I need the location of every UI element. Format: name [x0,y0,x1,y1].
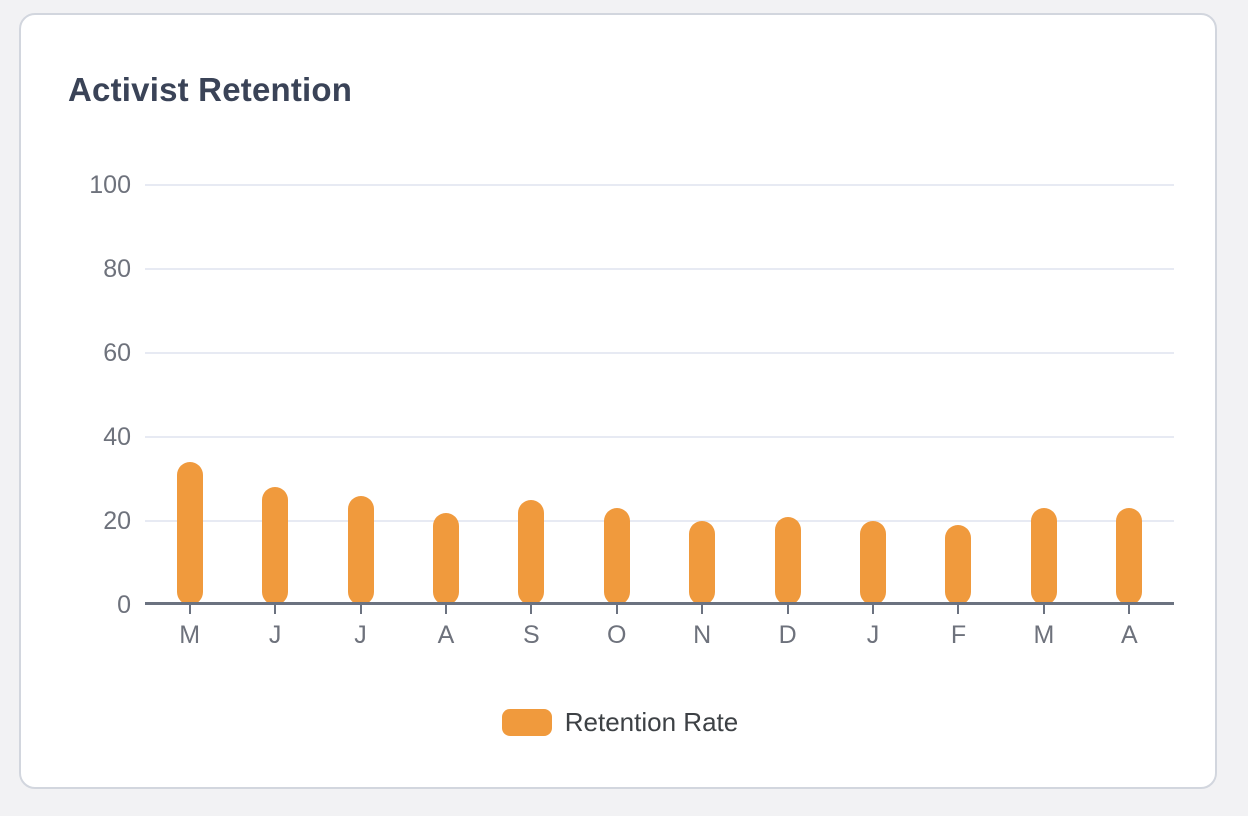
x-axis-tick-11 [1042,605,1045,614]
x-axis-label-11-M: M [1033,621,1055,649]
bar-10-F[interactable] [945,525,972,605]
chart-legend: Retention Rate [21,707,1219,738]
gridline-40 [145,436,1174,438]
bar-7-N[interactable] [689,521,716,605]
gridline-20 [145,520,1174,522]
x-axis-tick-7 [701,605,704,614]
y-axis-label-100: 100 [89,171,131,199]
legend-swatch-icon [501,709,552,736]
x-axis-label-3-J: J [354,621,367,649]
y-axis-label-40: 40 [103,423,131,451]
x-axis-label-5-S: S [523,621,540,649]
bar-9-J[interactable] [860,521,887,605]
bar-3-J[interactable] [347,495,374,605]
x-axis-label-8-D: D [778,621,797,649]
x-axis-tick-1 [188,605,191,614]
x-axis-tick-5 [530,605,533,614]
bar-11-M[interactable] [1030,508,1057,605]
gridline-60 [145,352,1174,354]
x-axis-line [145,602,1174,605]
x-axis-label-12-A: A [1120,621,1138,649]
bar-2-J[interactable] [262,487,289,605]
x-axis-label-7-N: N [693,621,712,649]
bar-5-S[interactable] [518,500,545,605]
x-axis-tick-12 [1128,605,1131,614]
plot-area [145,184,1174,605]
bar-1-M[interactable] [176,462,203,605]
x-axis-label-1-M: M [179,621,201,649]
x-axis-tick-2 [274,605,277,614]
x-axis-label-2-J: J [268,621,282,649]
legend-item-retention-rate[interactable]: Retention Rate [501,707,739,738]
bar-12-A[interactable] [1116,508,1143,605]
chart-card: Activist Retention 0 20 40 60 80 100 M J J A S O N D J… [19,13,1217,789]
x-axis-tick-8 [786,605,789,614]
x-axis-tick-3 [359,605,362,614]
x-axis-tick-10 [957,605,960,614]
y-axis-label-20: 20 [103,507,131,535]
retention-chart: 0 20 40 60 80 100 M J J A S O N D J F M A [21,15,1219,791]
x-axis-tick-6 [615,605,618,614]
gridline-80 [145,268,1174,270]
x-axis-tick-4 [444,605,447,614]
bar-4-A[interactable] [432,512,459,605]
y-axis-label-60: 60 [103,339,131,367]
x-axis-label-6-O: O [607,621,627,649]
y-axis-label-0: 0 [117,591,131,619]
x-axis-label-9-J: J [866,621,880,649]
x-axis-tick-9 [872,605,875,614]
y-axis-label-80: 80 [103,255,131,283]
legend-label: Retention Rate [564,707,739,737]
x-axis-label-10-F: F [950,621,967,649]
bar-6-O[interactable] [603,508,630,605]
x-axis-label-4-A: A [437,621,455,649]
chart-title: Activist Retention [68,71,353,108]
gridline-100 [145,184,1174,186]
bar-8-D[interactable] [774,516,801,605]
